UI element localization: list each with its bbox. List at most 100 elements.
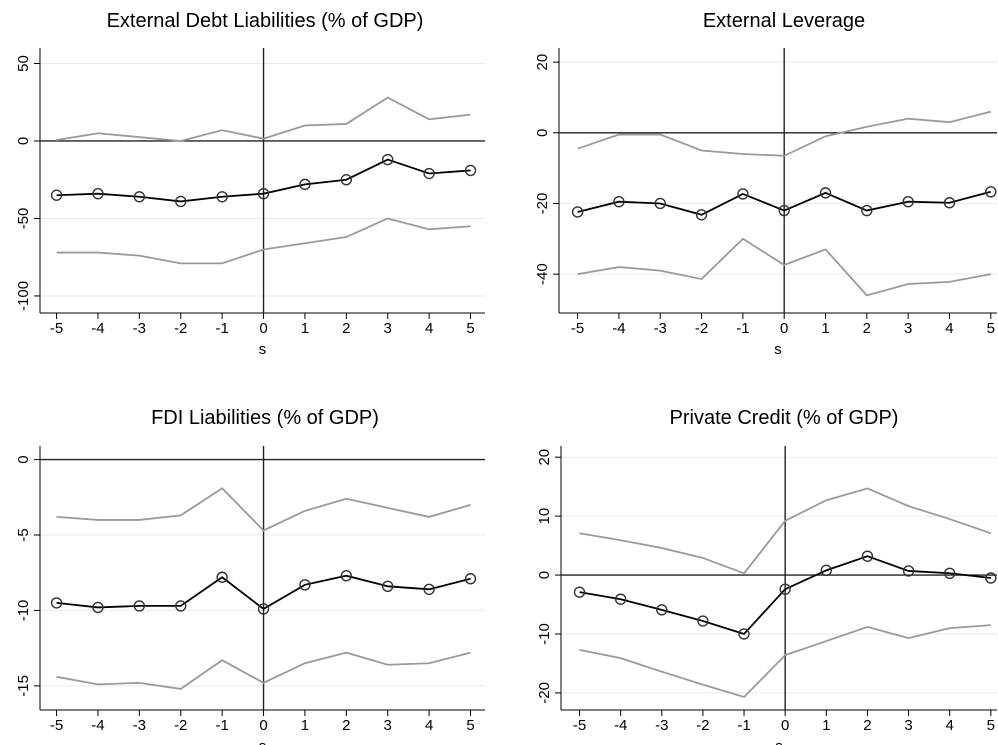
y-tick-label: 10 [536,508,553,525]
y-tick-label: -20 [536,682,553,704]
x-tick-label: -5 [50,320,63,337]
point-marker [614,593,627,605]
series-line [56,651,471,690]
x-tick-label: 4 [946,717,954,734]
x-axis-label: s [259,738,267,745]
point-marker [697,615,709,627]
point-marker [423,167,435,180]
x-tick-label: -4 [612,320,625,337]
y-tick-label: -100 [15,281,32,311]
series-line [56,158,471,203]
x-tick-label: -3 [654,320,667,337]
point-marker [464,164,477,177]
chart-panel: Private Credit (% of GDP) -20 -10 0 10 20 -5 -4… [536,407,997,745]
x-tick-label: 0 [780,320,788,337]
point-marker [861,204,873,217]
point-marker [573,586,586,598]
point-marker [216,571,228,583]
chart-panel: External Leverage -40 -20 0 20 -5 -4 -3 -2 -1 0 1 2 3… [534,10,997,358]
x-tick-label: 2 [342,320,350,337]
x-tick-label: 3 [384,717,392,734]
point-marker [943,567,956,579]
point-marker [902,195,914,208]
point-marker [464,573,477,585]
y-tick-label: -50 [15,208,32,230]
point-marker [738,628,750,640]
x-tick-label: -4 [91,717,104,734]
x-tick-label: -3 [133,717,146,734]
x-tick-label: 3 [904,717,912,734]
series-line [56,217,471,265]
x-tick-label: 4 [425,717,433,734]
point-marker [175,195,187,208]
x-axis-label: s [775,738,783,745]
point-marker [175,600,187,612]
y-tick-label: -15 [15,675,32,697]
point-marker [340,570,353,582]
y-tick-label: 20 [536,449,553,466]
series-line [577,237,991,297]
x-tick-label: 2 [863,320,871,337]
y-tick-label: -40 [534,263,551,285]
point-marker [50,189,63,201]
y-tick-label: 20 [534,54,551,71]
point-marker [133,600,146,612]
y-tick-label: -5 [15,528,32,541]
chart-title: Private Credit (% of GDP) [670,407,899,429]
x-tick-label: 1 [822,717,830,734]
y-tick-label: -10 [536,623,553,645]
x-tick-label: 3 [904,320,912,337]
series-line [577,110,992,157]
x-tick-label: 1 [301,717,309,734]
point-marker [423,583,435,596]
x-tick-label: -3 [655,717,668,734]
point-marker [613,195,625,208]
series-line [579,487,992,575]
series-line [56,96,471,142]
x-tick-label: -2 [174,320,187,337]
point-marker [133,191,146,203]
chart-panel: External Debt Liabilities (% of GDP) -100… [15,10,485,358]
x-tick-label: 2 [863,717,871,734]
point-marker [571,206,584,218]
y-tick-label: 0 [15,137,32,145]
point-marker [737,188,749,200]
point-marker [340,174,353,186]
x-tick-label: 0 [259,717,267,734]
point-marker [943,197,956,209]
x-tick-label: -2 [174,717,187,734]
x-tick-label: -1 [736,320,749,337]
series-line [56,574,471,611]
point-marker [695,209,708,221]
x-tick-label: -2 [695,320,708,337]
y-tick-label: 0 [15,455,32,463]
x-tick-label: -5 [573,717,586,734]
chart-title: FDI Liabilities (% of GDP) [151,407,379,429]
x-tick-label: -5 [50,717,63,734]
x-tick-label: -1 [737,717,750,734]
point-marker [985,186,997,198]
chart-title: External Debt Liabilities (% of GDP) [107,10,424,32]
point-marker [257,187,270,200]
x-tick-label: 1 [821,320,829,337]
point-marker [779,583,791,595]
series-line [577,190,992,216]
y-tick-label: -10 [15,600,32,622]
x-tick-label: 5 [466,717,474,734]
x-tick-label: 1 [301,320,309,337]
x-tick-label: 4 [425,320,433,337]
x-tick-label: -4 [614,717,627,734]
x-tick-label: -4 [91,320,104,337]
point-marker [861,550,874,562]
x-tick-label: 4 [945,320,953,337]
point-marker [92,601,104,614]
x-tick-label: 2 [342,717,350,734]
point-marker [299,579,311,591]
point-marker [656,604,668,616]
x-tick-label: 5 [987,320,995,337]
point-marker [50,597,63,609]
x-tick-label: -1 [215,717,228,734]
y-tick-label: 0 [536,571,553,579]
